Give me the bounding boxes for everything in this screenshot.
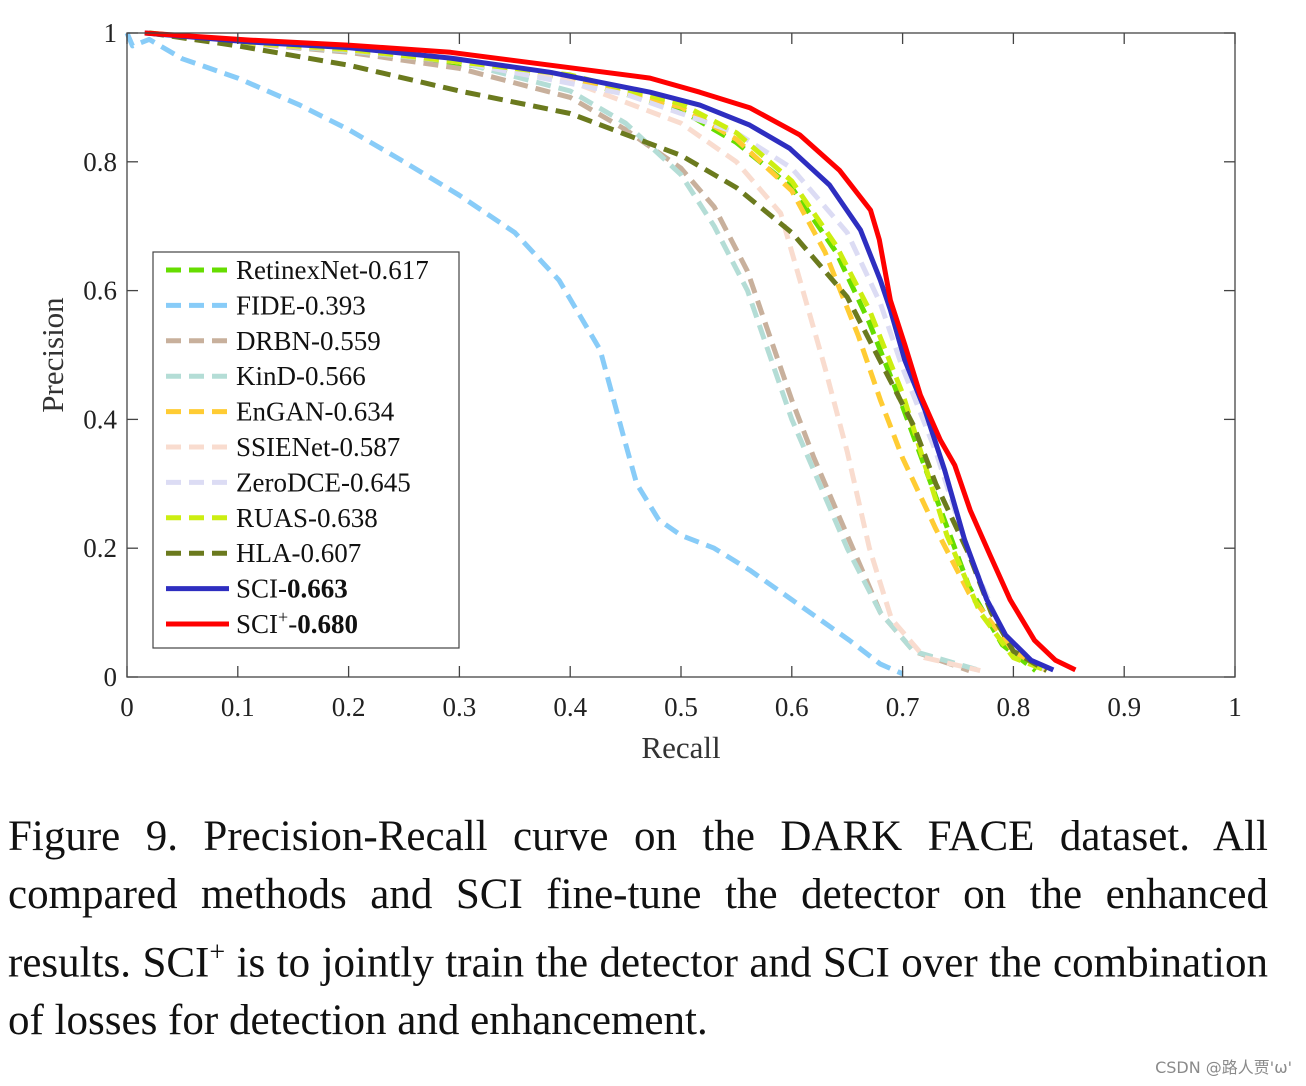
series-line-drbn bbox=[148, 30, 970, 673]
x-tick-label: 0 bbox=[120, 692, 134, 722]
x-tick-label: 0.6 bbox=[775, 692, 809, 722]
x-tick-label: 0.4 bbox=[553, 692, 587, 722]
y-tick-label: 1 bbox=[104, 18, 118, 48]
legend-label: KinD-0.566 bbox=[236, 361, 366, 391]
legend-label-prefix: SCI- bbox=[236, 574, 287, 604]
x-tick-label: 0.7 bbox=[886, 692, 920, 722]
ticks: 0 0.1 0.2 0.3 0.4 0.5 0.6 0.7 0.8 0.9 1 0 0.2 0.4 0.6 0… bbox=[83, 18, 1242, 722]
x-axis-label: Recall bbox=[641, 730, 720, 765]
y-tick-label: 0.2 bbox=[83, 533, 117, 563]
legend-label: ZeroDCE-0.645 bbox=[236, 467, 411, 497]
figure-caption: Figure 9. Precision-Recall curve on the … bbox=[8, 808, 1268, 1050]
legend-label: RUAS-0.638 bbox=[236, 503, 378, 533]
x-tick-label: 0.9 bbox=[1107, 692, 1141, 722]
series-line-sci-plus bbox=[144, 30, 1077, 673]
legend-label: RetinexNet-0.617 bbox=[236, 255, 429, 285]
x-tick-label: 0.1 bbox=[221, 692, 255, 722]
legend-label-dash: - bbox=[288, 609, 297, 639]
x-tick-label: 0.2 bbox=[332, 692, 366, 722]
watermark: CSDN @路人贾'ω' bbox=[1155, 1058, 1292, 1077]
x-tick-label: 0.3 bbox=[443, 692, 477, 722]
legend-label: DRBN-0.559 bbox=[236, 326, 381, 356]
y-tick-label: 0 bbox=[104, 662, 118, 692]
legend-label-score: 0.680 bbox=[297, 609, 358, 639]
x-tick-label: 0.8 bbox=[997, 692, 1031, 722]
y-tick-label: 0.8 bbox=[83, 147, 117, 177]
legend-label: SCI-0.663 bbox=[236, 574, 348, 604]
legend-label: SSIENet-0.587 bbox=[236, 432, 400, 462]
series-line-fide bbox=[124, 32, 904, 677]
x-tick-label: 1 bbox=[1228, 692, 1242, 722]
plot-lines bbox=[124, 30, 1077, 677]
y-tick-label: 0.6 bbox=[83, 276, 117, 306]
legend-label: HLA-0.607 bbox=[236, 538, 361, 568]
legend-label: EnGAN-0.634 bbox=[236, 397, 395, 427]
series-line-sci bbox=[144, 30, 1055, 673]
legend-label: FIDE-0.393 bbox=[236, 290, 366, 320]
y-tick-label: 0.4 bbox=[83, 404, 117, 434]
caption-superscript: + bbox=[209, 937, 226, 968]
caption-text-2: is to jointly train the detector and SCI… bbox=[8, 939, 1269, 1045]
legend-label-score: 0.663 bbox=[287, 574, 348, 604]
legend-label-prefix: SCI bbox=[236, 609, 278, 639]
caption-text-1: Figure 9. Precision-Recall curve on the … bbox=[8, 813, 1268, 987]
legend: RetinexNet-0.617 FIDE-0.393 DRBN-0.559 KinD… bbox=[152, 251, 460, 649]
x-tick-label: 0.5 bbox=[664, 692, 698, 722]
legend-box bbox=[152, 251, 460, 649]
legend-label-sup: + bbox=[278, 607, 288, 627]
legend-label: SCI+-0.680 bbox=[236, 607, 358, 639]
y-axis-label: Precision bbox=[35, 297, 70, 413]
pr-curve-chart: 0 0.1 0.2 0.3 0.4 0.5 0.6 0.7 0.8 0.9 1 0 0.2 0.4 0.6 0… bbox=[35, 18, 1242, 765]
